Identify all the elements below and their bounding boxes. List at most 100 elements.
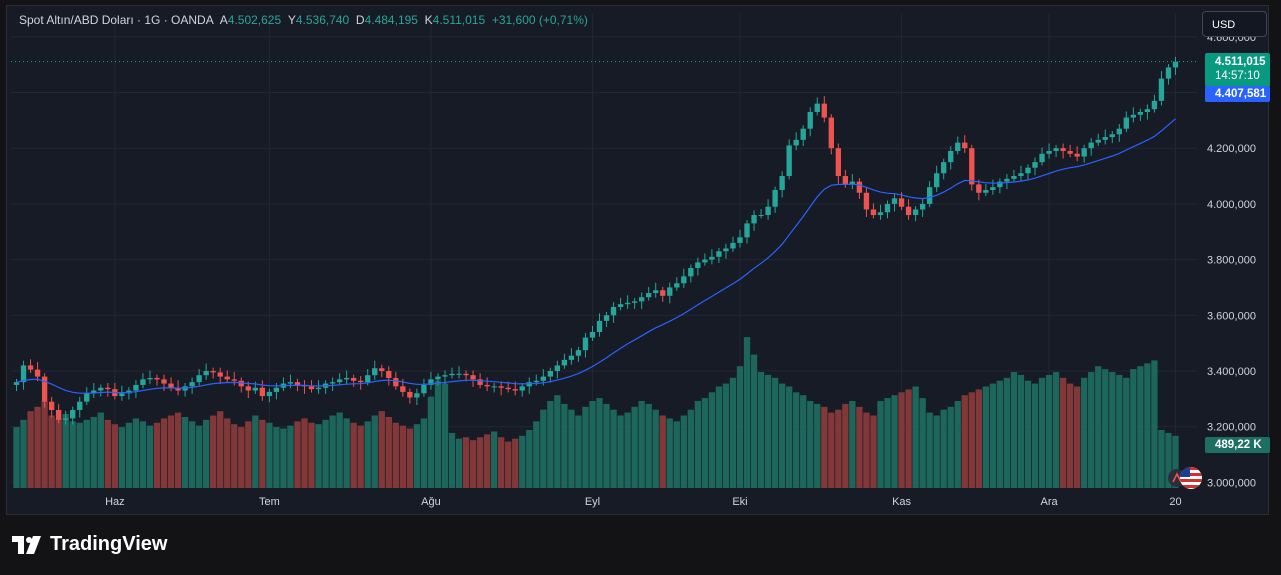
volume-bar	[793, 392, 800, 488]
candle-body	[737, 237, 743, 243]
candle-body	[617, 304, 624, 307]
volume-bar	[1172, 435, 1179, 488]
volume-bar	[919, 398, 926, 488]
candle-body	[491, 386, 497, 388]
candle-body	[1081, 148, 1087, 157]
x-tick-label: 20	[1169, 496, 1181, 508]
currency-button[interactable]: USD	[1202, 11, 1267, 37]
volume-bar	[441, 383, 449, 488]
tradingview-logo-icon	[12, 535, 41, 554]
candle-body	[210, 371, 216, 373]
candle-body	[603, 315, 610, 321]
volume-bar	[399, 425, 406, 488]
candle-body	[905, 206, 912, 216]
candle-body	[870, 209, 877, 216]
volume-bar	[371, 415, 378, 488]
ema-line	[16, 118, 1176, 394]
candle-body	[119, 393, 125, 397]
candle-body	[540, 376, 546, 381]
volume-bar	[1003, 377, 1011, 488]
volume-bar	[1137, 366, 1144, 488]
volume-bar	[469, 440, 477, 488]
candle-body	[287, 382, 294, 384]
candle-body	[98, 387, 104, 391]
candle-body	[407, 391, 413, 398]
candle-body	[730, 242, 736, 249]
candle-body	[638, 297, 645, 302]
y-tick-label: 3.400,000	[1207, 366, 1256, 378]
candle-body	[70, 410, 76, 419]
candle-body	[779, 176, 785, 190]
candle-body	[983, 189, 989, 193]
volume-bar	[252, 415, 259, 488]
volume-bar	[1073, 386, 1081, 488]
candle-body	[484, 384, 490, 387]
candle-body	[414, 393, 420, 398]
candle-body	[596, 320, 603, 333]
x-tick-label: Eyl	[585, 496, 600, 508]
high-value: 4.536,740	[295, 13, 350, 27]
candle-body	[1088, 142, 1094, 149]
candle-body	[477, 379, 483, 385]
candle-body	[217, 372, 223, 377]
candle-body	[421, 384, 427, 394]
candle-body	[814, 103, 820, 112]
volume-bar	[1102, 369, 1109, 488]
candle-body	[955, 142, 961, 151]
us-flag-icon[interactable]	[1180, 467, 1202, 489]
volume-bar	[687, 409, 694, 488]
candle-body	[203, 371, 209, 376]
candle-body	[646, 293, 652, 298]
candlestick-chart[interactable]: 4.600,0004.400,0004.200,0004.000,0003.80…	[7, 6, 1270, 516]
candle-body	[442, 375, 448, 377]
candle-body	[224, 376, 230, 380]
candle-body	[575, 350, 582, 356]
candle-body	[456, 373, 462, 375]
candle-body	[336, 379, 343, 383]
candle-body	[105, 387, 111, 390]
volume-bar	[266, 422, 273, 488]
volume-bar	[420, 418, 428, 488]
x-tick-label: Ara	[1040, 496, 1058, 508]
volume-bar	[975, 389, 982, 488]
volume-bar	[203, 419, 210, 488]
candle-body	[821, 103, 827, 118]
candle-body	[1039, 153, 1045, 163]
candle-body	[926, 187, 933, 204]
candle-body	[751, 215, 757, 224]
chart-area[interactable]: 4.600,0004.400,0004.200,0004.000,0003.80…	[6, 5, 1270, 516]
candle-body	[702, 259, 708, 263]
volume-bar	[385, 416, 392, 488]
candle-body	[990, 187, 996, 190]
symbol-title[interactable]: Spot Altın/ABD Doları · 1G · OANDA	[19, 13, 214, 27]
volume-bar	[898, 392, 905, 488]
low-value: 4.484,195	[364, 13, 418, 27]
volume-bar	[828, 412, 835, 488]
volume-bar	[807, 401, 814, 488]
candle-body	[863, 192, 870, 210]
volume-bar	[1151, 360, 1158, 488]
volume-bar	[111, 424, 119, 488]
tradingview-logo[interactable]: TradingView	[12, 533, 167, 556]
volume-bar	[195, 425, 203, 488]
volume-bar	[933, 415, 940, 488]
volume-bar	[1088, 372, 1095, 488]
volume-bar	[533, 421, 540, 488]
candle-body	[273, 387, 280, 392]
volume-bar	[146, 425, 154, 488]
candle-body	[688, 267, 694, 277]
candle-body	[765, 206, 771, 216]
candle-body	[976, 184, 982, 193]
candle-body	[329, 382, 336, 384]
volume-bar	[659, 415, 666, 488]
candle-body	[709, 256, 715, 260]
open-label: A	[219, 13, 228, 27]
volume-bar	[357, 425, 364, 488]
volume-bar	[322, 419, 329, 488]
volume-bar	[575, 415, 582, 488]
volume-bar	[498, 437, 505, 488]
volume-bar	[1031, 383, 1039, 488]
candle-body	[1137, 111, 1144, 115]
candle-body	[877, 212, 884, 216]
last-price-tag: 4.511,015 14:57:10	[1205, 53, 1270, 87]
